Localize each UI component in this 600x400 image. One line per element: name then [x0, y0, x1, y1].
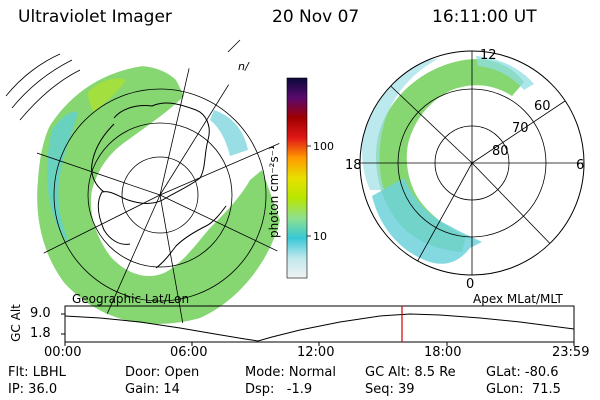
colorbar-scale	[286, 77, 308, 279]
auroral-outer-cyan	[362, 58, 440, 190]
mlt-label-0: 0	[466, 277, 474, 292]
altitude-ytick-high: 9.0	[30, 306, 51, 321]
auroral-emission-left	[37, 65, 281, 324]
status-gc-alt: GC Alt: 8.5 Re	[365, 365, 456, 380]
magnetic-map: 12 18 6 0 60 70 80	[345, 48, 585, 292]
status-mode: Mode: Normal	[245, 365, 336, 380]
mlat-label-70: 70	[512, 121, 529, 136]
status-seq: Seq: 39	[365, 382, 415, 397]
colorbar-tick-10: 10	[313, 230, 327, 243]
coastline	[91, 102, 210, 245]
mlt-label-12: 12	[480, 48, 497, 63]
status-glon: GLon: 71.5	[486, 382, 561, 397]
xtick-1200: 12:00	[297, 345, 335, 360]
colorbar-unit-label: photon cm⁻²s⁻¹	[267, 145, 281, 238]
altitude-ylabel: GC Alt	[9, 304, 23, 342]
mlat-label-80: 80	[492, 144, 509, 159]
colorbar: 100 10 photon cm⁻²s⁻¹	[267, 77, 334, 279]
altitude-ytick-low: 1.8	[30, 326, 51, 341]
geographic-map: n/	[5, 39, 290, 325]
xtick-1800: 18:00	[424, 345, 462, 360]
xtick-0600: 06:00	[170, 345, 208, 360]
mlat-label-60: 60	[534, 99, 551, 114]
outer-boundary	[359, 50, 585, 276]
altitude-curve	[64, 313, 575, 342]
status-dsp: Dsp: -1.9	[245, 382, 313, 397]
time-label: 16:11:00 UT	[432, 7, 537, 27]
corner-mark: n/	[238, 60, 250, 73]
altitude-plot	[61, 305, 575, 346]
auroral-cyan-12	[476, 56, 534, 90]
xtick-2359: 23:59	[552, 345, 590, 360]
outer-latitude-arcs	[5, 53, 81, 121]
date-label: 20 Nov 07	[272, 7, 360, 27]
status-glat: GLat: -80.6	[486, 365, 559, 380]
auroral-cyan-east	[210, 110, 248, 156]
instrument-title: Ultraviolet Imager	[18, 7, 172, 27]
status-ip: IP: 36.0	[8, 382, 58, 397]
coastline-south-america	[155, 205, 227, 269]
mlt-label-18: 18	[345, 158, 362, 173]
xtick-0000: 00:00	[44, 345, 82, 360]
status-gain: Gain: 14	[125, 382, 180, 397]
apex-caption: Apex MLat/MLT	[473, 292, 563, 306]
colorbar-tick-100: 100	[313, 140, 334, 153]
status-filter: Flt: LBHL	[8, 365, 66, 380]
mlat-mlt-grid	[360, 51, 584, 275]
status-door: Door: Open	[125, 365, 200, 380]
mlt-label-6: 6	[576, 158, 584, 173]
auroral-cyan-right	[372, 178, 482, 264]
geographic-caption: Geographic Lat/Lon	[72, 292, 190, 306]
auroral-bright-left	[88, 78, 126, 112]
